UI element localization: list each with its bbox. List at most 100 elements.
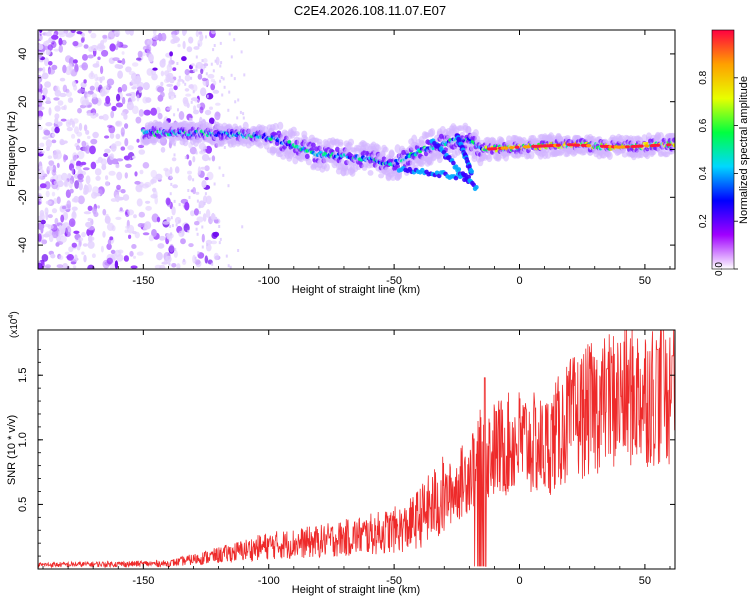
spectrogram-noise-point xyxy=(80,96,87,106)
spectrogram-noise-point xyxy=(90,70,94,78)
spectrogram-noise-point xyxy=(54,117,59,125)
spectrogram-faint-point xyxy=(223,85,226,89)
spectrogram-noise-point xyxy=(181,56,187,62)
spectrogram-core-point xyxy=(672,143,675,147)
spectrogram-faint-point xyxy=(229,265,232,269)
spectrogram-noise-point xyxy=(77,173,84,180)
spectrogram-noise-point xyxy=(68,180,74,189)
spectrogram-noise-point xyxy=(213,80,217,86)
spectrogram-noise-point xyxy=(82,243,88,247)
spectrogram-noise-point xyxy=(51,229,59,239)
spectrogram-noise-point xyxy=(59,235,67,243)
spectrogram-noise-point xyxy=(204,165,210,172)
spectrogram-faint-point xyxy=(201,245,204,249)
spectrogram-faint-point xyxy=(196,232,199,236)
spectrogram-noise-point xyxy=(58,225,63,231)
spectrogram-noise-point xyxy=(38,110,44,118)
spectrogram-noise-point xyxy=(162,221,170,225)
spectrogram-noise-point xyxy=(193,105,197,112)
spectrogram-noise-point xyxy=(51,208,58,214)
spectrogram-noise-point xyxy=(130,265,138,269)
snr-y-tick-label: 1.0 xyxy=(17,432,29,447)
spectrogram-noise-point xyxy=(44,207,49,216)
spectrogram-noise-point xyxy=(74,126,79,134)
spectrogram-noise-point xyxy=(168,60,172,68)
spectrogram-noise-point xyxy=(184,69,190,76)
spectrogram-faint-point xyxy=(242,112,245,116)
spectrogram-noise-point xyxy=(143,109,151,116)
spectrogram-faint-point xyxy=(170,182,173,186)
spectrogram-noise-point xyxy=(44,81,52,88)
spectrogram-noise-point xyxy=(71,133,76,139)
spectrogram-noise-point xyxy=(61,172,68,181)
spectrogram-noise-point xyxy=(42,45,50,51)
spectrogram-faint-point xyxy=(220,76,223,79)
spectrogram-faint-point xyxy=(203,202,206,205)
spectrogram-noise-point xyxy=(128,234,132,239)
spectrogram-faint-point xyxy=(233,38,236,42)
spectrogram-noise-point xyxy=(202,58,208,64)
spectrogram-peak-point xyxy=(666,143,672,147)
spectrogram-noise-point xyxy=(45,139,52,148)
spectrogram-y-tick-label: 0 xyxy=(17,146,29,152)
spectrogram-noise-point xyxy=(61,223,66,233)
snr-multiplier-exponent: 4 xyxy=(8,315,15,319)
spectrogram-noise-point xyxy=(87,54,94,59)
spectrogram-peak-point xyxy=(508,146,515,150)
spectrogram-noise-point xyxy=(40,219,46,225)
spectrogram-faint-point xyxy=(234,100,237,104)
spectrogram-noise-point xyxy=(194,259,201,265)
spectrogram-faint-point xyxy=(187,229,190,233)
spectrogram-noise-point xyxy=(154,264,162,269)
spectrogram-halo-point xyxy=(545,150,552,159)
spectrogram-faint-point xyxy=(194,256,197,260)
spectrogram-noise-point xyxy=(195,191,200,195)
spectrogram-noise-point xyxy=(116,171,123,181)
spectrogram-noise-point xyxy=(125,225,130,229)
spectrogram-noise-point xyxy=(76,30,83,35)
spectrogram-noise-point xyxy=(55,242,60,247)
spectrogram-faint-point xyxy=(174,94,177,98)
spectrogram-noise-point xyxy=(172,184,179,189)
spectrogram-noise-point xyxy=(48,61,53,66)
spectrogram-noise-point xyxy=(115,133,121,140)
spectrogram-noise-point xyxy=(180,238,186,245)
spectrogram-noise-point xyxy=(178,111,185,120)
spectrogram-noise-point xyxy=(113,30,121,37)
spectrogram-noise-point xyxy=(47,155,53,159)
spectrogram-faint-point xyxy=(187,189,190,192)
spectrogram-noise-point xyxy=(120,112,126,116)
spectrogram-noise-point xyxy=(156,216,161,223)
spectrogram-faint-point xyxy=(197,43,200,47)
spectrogram-noise-point xyxy=(194,221,200,226)
spectrogram-noise-point xyxy=(151,229,157,237)
spectrogram-noise-point xyxy=(101,164,107,171)
spectrogram-faint-point xyxy=(183,258,185,262)
spectrogram-noise-point xyxy=(205,145,212,154)
spectrogram-peak-point xyxy=(575,143,581,147)
spectrogram-noise-point xyxy=(178,230,185,238)
spectrogram-faint-point xyxy=(201,225,204,229)
spectrogram-noise-point xyxy=(109,153,115,161)
spectrogram-noise-point xyxy=(205,195,212,205)
spectrogram-noise-point xyxy=(116,184,121,190)
spectrogram-noise-point xyxy=(75,145,81,151)
spectrogram-noise-point xyxy=(92,131,99,139)
spectrogram-noise-point xyxy=(94,81,99,89)
spectrogram-faint-point xyxy=(218,225,221,228)
spectrogram-noise-point xyxy=(41,72,49,80)
spectrogram-faint-point xyxy=(204,192,207,196)
spectrogram-faint-point xyxy=(225,254,228,258)
spectrogram-noise-point xyxy=(86,112,94,116)
spectrogram-noise-point xyxy=(174,216,182,225)
spectrogram-faint-point xyxy=(230,55,233,59)
spectrogram-faint-point xyxy=(204,65,207,69)
spectrogram-noise-point xyxy=(39,142,45,148)
spectrogram-noise-point xyxy=(48,160,55,167)
spectrogram-peak-point xyxy=(638,144,644,148)
spectrogram-noise-point xyxy=(72,41,79,47)
spectrogram-noise-point xyxy=(71,167,75,175)
spectrogram-noise-point xyxy=(194,99,200,103)
spectrogram-faint-point xyxy=(184,156,187,159)
